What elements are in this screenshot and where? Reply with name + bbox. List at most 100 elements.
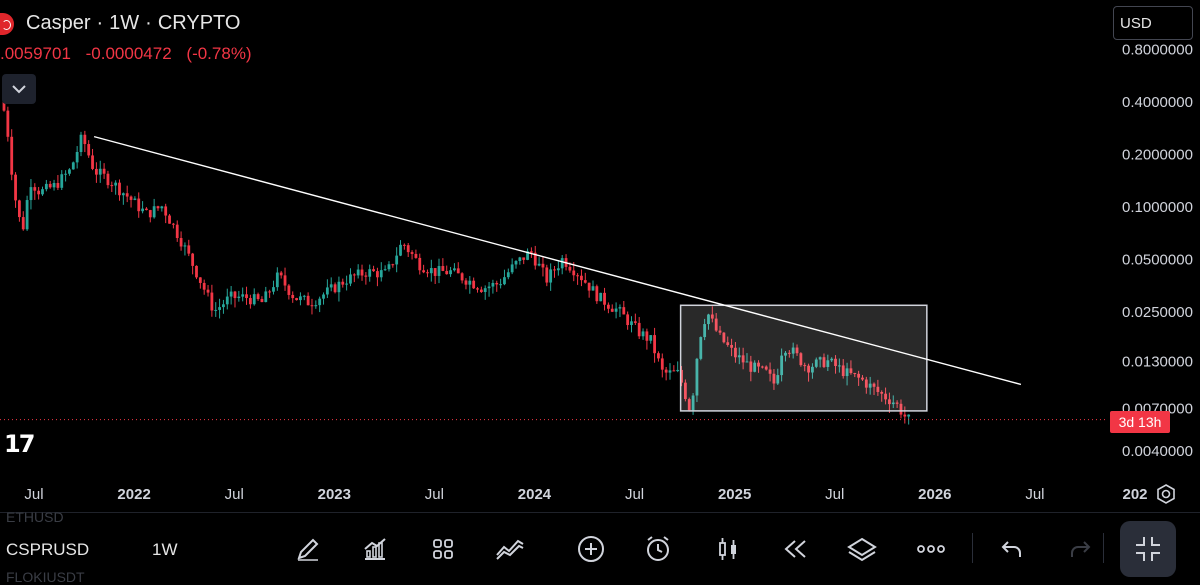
candle (787, 350, 791, 358)
replay-icon[interactable] (780, 533, 812, 565)
price-chart[interactable]: 0.8000000 0.4000000 0.2000000 0.1000000 0.05… (0, 0, 1200, 512)
candle (545, 264, 549, 287)
candle (861, 375, 864, 381)
candle (460, 272, 464, 284)
layers-icon[interactable] (846, 533, 878, 565)
legend-collapse-button[interactable] (2, 74, 36, 104)
candle (379, 262, 383, 282)
candle (672, 365, 676, 372)
templates-icon[interactable] (427, 533, 459, 565)
candle (287, 284, 291, 300)
candle (75, 146, 79, 169)
candle (156, 205, 160, 211)
compare-icon[interactable] (494, 533, 526, 565)
candle (225, 288, 229, 310)
candle (868, 376, 872, 395)
alert-icon[interactable] (642, 533, 674, 565)
y-tick-label: 0.0250000 (1122, 304, 1193, 321)
candle (703, 318, 707, 341)
candle (764, 365, 768, 371)
symbol-title[interactable]: Casper · 1W · CRYPTO (0, 12, 240, 35)
candle (606, 302, 610, 314)
candle (888, 392, 891, 414)
candle (399, 240, 402, 257)
candle (187, 239, 191, 257)
drawings[interactable] (0, 135, 1105, 421)
candle (749, 355, 753, 382)
candle (560, 255, 564, 275)
candle (241, 287, 245, 302)
candle (318, 296, 322, 313)
candle (530, 247, 533, 258)
candle (333, 282, 337, 294)
candle (603, 287, 606, 311)
candle (260, 296, 264, 303)
candle (433, 268, 437, 285)
x-tick-label: Jul (1025, 486, 1044, 503)
interval-button[interactable]: 1W (152, 540, 178, 559)
candle (195, 265, 198, 280)
candle (757, 360, 760, 373)
candle (726, 336, 730, 347)
candle (114, 180, 118, 195)
candles (2, 92, 911, 425)
candle (556, 261, 560, 276)
candle (121, 192, 125, 205)
candle (683, 379, 687, 402)
candle (680, 366, 683, 387)
trendline-drawing[interactable] (93, 135, 1022, 386)
candle (734, 342, 737, 363)
chart-legend: Casper · 1W · CRYPTO .0059701 -0.0000472… (0, 8, 700, 68)
candle (345, 275, 349, 291)
candle (714, 313, 718, 332)
more-icon[interactable] (915, 533, 947, 565)
currency-selector[interactable]: USD (1113, 6, 1193, 40)
candle (899, 399, 903, 419)
candle (707, 313, 710, 330)
candle (29, 179, 33, 210)
candle (98, 160, 102, 183)
candle (406, 242, 410, 258)
candle (14, 172, 17, 208)
candle (410, 250, 414, 260)
casper-logo-icon (0, 12, 14, 35)
candle (657, 351, 660, 362)
fullscreen-button[interactable] (1120, 521, 1176, 577)
candle (302, 294, 306, 301)
add-icon[interactable] (575, 533, 607, 565)
candle (837, 358, 841, 373)
candle (676, 361, 680, 373)
candle (102, 163, 106, 179)
candle (171, 222, 175, 229)
candles-icon[interactable] (712, 533, 744, 565)
exchange-label: CRYPTO (157, 12, 241, 34)
candle (595, 284, 599, 304)
symbol-button[interactable]: CSPRUSD (6, 540, 90, 559)
toolbar-divider (1103, 533, 1104, 563)
redo-icon[interactable] (1064, 533, 1096, 565)
gear-icon[interactable] (1154, 482, 1178, 506)
candle (637, 317, 641, 340)
undo-icon[interactable] (996, 533, 1028, 565)
candle (94, 162, 98, 183)
candle (56, 175, 60, 191)
candle (514, 260, 518, 269)
candle (479, 286, 483, 293)
indicators-icon[interactable] (359, 533, 391, 565)
candle (760, 365, 764, 369)
candle (91, 148, 94, 171)
candle (718, 325, 722, 335)
candle (622, 300, 626, 315)
pencil-icon[interactable] (292, 533, 324, 565)
candle (753, 360, 757, 373)
candle (25, 195, 29, 231)
interval-label: 1W (109, 12, 140, 34)
candle (44, 179, 48, 192)
candle (48, 180, 52, 189)
candle (137, 192, 141, 218)
candle (214, 302, 218, 317)
candle (645, 328, 649, 350)
candle (587, 282, 591, 298)
x-tick-label: Jul (825, 486, 844, 503)
range-box-drawing[interactable] (679, 304, 928, 412)
